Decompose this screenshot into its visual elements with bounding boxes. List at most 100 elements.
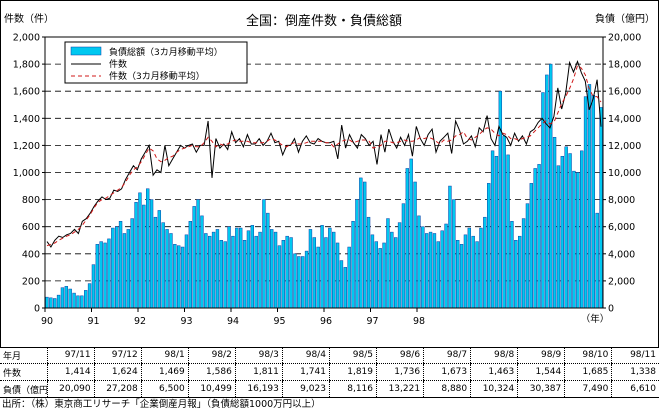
table-row-debt: 負債（億円） 20,090 27,208 6,500 10,499 16,193… [0,380,659,398]
debt-bar [568,153,572,309]
debt-bar [103,242,107,309]
debt-bar [359,177,363,309]
debt-bar [142,204,146,309]
debt-bar [510,221,514,309]
year-label: 93 [180,316,192,327]
legend-label-count: 件数 [109,58,127,70]
debt-bar [394,237,398,309]
table-header-cell: 97/11 [46,347,95,364]
debt-bar [277,245,282,309]
debt-bar [549,63,553,309]
year-label: 92 [134,316,146,327]
debt-bar [459,244,464,309]
debt-bar [448,185,452,309]
debt-bar [87,283,92,309]
table-cell: 6,610 [611,380,659,398]
bankruptcy-chart: 0 200 400 600 800 1,000 1,200 1,400 1,600 1,800 2,… [4,12,655,327]
debt-bar [382,242,386,309]
debt-bar [401,203,406,309]
debt-bar [68,288,72,309]
debt-bar [262,199,266,309]
debt-bar [258,231,262,309]
debt-bar [347,246,351,309]
debt-bar [328,227,332,309]
debt-bar [188,221,193,309]
debt-bar [64,286,69,309]
debt-bar [254,235,258,309]
debt-bar [99,241,103,309]
debt-bar [541,92,545,309]
table-cell: 8,880 [423,380,471,398]
debt-bar [436,241,441,309]
debt-bar [428,231,433,309]
debt-bar [223,241,227,309]
table-cell: 1,673 [423,363,471,381]
table-cell: 1,414 [46,363,95,381]
debt-bar [351,221,355,309]
debt-bar [219,240,224,309]
debt-bar [130,218,134,309]
debt-bar [343,267,348,309]
debt-bar [335,242,340,309]
table-header-cell: 98/11 [611,347,659,364]
left-tick-label: 400 [22,249,40,260]
debt-bar [483,216,487,309]
source-note: 出所：（株）東京商工リサーチ「企業倒産月報」（負債総額1000万円以上） [2,399,321,410]
right-tick-label: 0 [608,304,614,315]
year-label: 95 [273,316,285,327]
left-axis-label: 件数（件） [4,12,54,25]
debt-bar [177,245,181,309]
debt-bar [432,233,437,309]
debt-bar [363,181,367,309]
debt-bar [502,135,506,309]
debt-bar [506,154,510,309]
debt-bar [204,233,208,309]
debt-bar [149,199,154,309]
right-tick-label: 2,000 [608,276,635,287]
table-cell: 30,387 [517,380,565,398]
table-header-cell: 98/1 [140,347,189,364]
debt-bar [417,215,421,309]
table-cell: 9,023 [281,380,330,398]
left-tick-label: 1,200 [13,141,40,152]
debt-bar [239,227,243,309]
debt-bar [118,221,123,309]
debt-bar [293,253,297,309]
debt-bar [215,229,220,309]
right-tick-label: 20,000 [608,33,641,44]
debt-bar [235,227,239,309]
right-tick-label: 8,000 [608,195,635,206]
debt-bar [583,96,588,309]
debt-bar [231,235,235,309]
debt-bar [60,287,65,309]
debt-bar [386,218,390,309]
table-header-cell: 97/12 [93,347,142,364]
right-tick-label: 18,000 [608,60,641,71]
debt-bar [366,216,371,309]
debt-bar [138,192,142,309]
debt-bar [157,210,162,309]
debt-bar [270,229,274,309]
table-cell: 1,819 [328,363,377,381]
table-cell: 1,736 [375,363,424,381]
debt-bar [242,240,247,309]
debt-bar [452,199,456,309]
debt-bar [250,225,255,309]
debt-bar [95,244,100,309]
year-label: 98 [413,316,425,327]
debt-bar [80,295,84,309]
debt-bar [126,229,131,309]
count-avg-line [46,64,602,247]
debt-bar [564,146,568,309]
debt-bar [471,235,475,309]
table-cell: 13,221 [375,380,424,398]
debt-bar [355,199,359,309]
right-tick-label: 6,000 [608,222,635,233]
legend-label-debt: 負債総額（3カ月移動平均） [109,46,223,58]
right-tick-label: 14,000 [608,114,641,125]
table-header-cell: 98/6 [375,347,424,364]
debt-bar [266,212,270,309]
debt-bar [521,218,526,309]
debt-bar [378,248,382,309]
right-tick-label: 10,000 [608,168,641,179]
